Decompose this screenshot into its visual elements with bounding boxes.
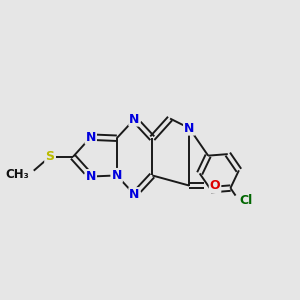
Text: N: N bbox=[129, 188, 140, 201]
Text: N: N bbox=[112, 169, 122, 182]
Text: Cl: Cl bbox=[239, 194, 252, 207]
Text: O: O bbox=[210, 179, 220, 192]
Text: N: N bbox=[85, 170, 96, 183]
Text: N: N bbox=[184, 122, 194, 135]
Text: N: N bbox=[129, 112, 140, 126]
Text: N: N bbox=[85, 130, 96, 144]
Text: S: S bbox=[45, 150, 54, 163]
Text: CH₃: CH₃ bbox=[5, 168, 29, 181]
